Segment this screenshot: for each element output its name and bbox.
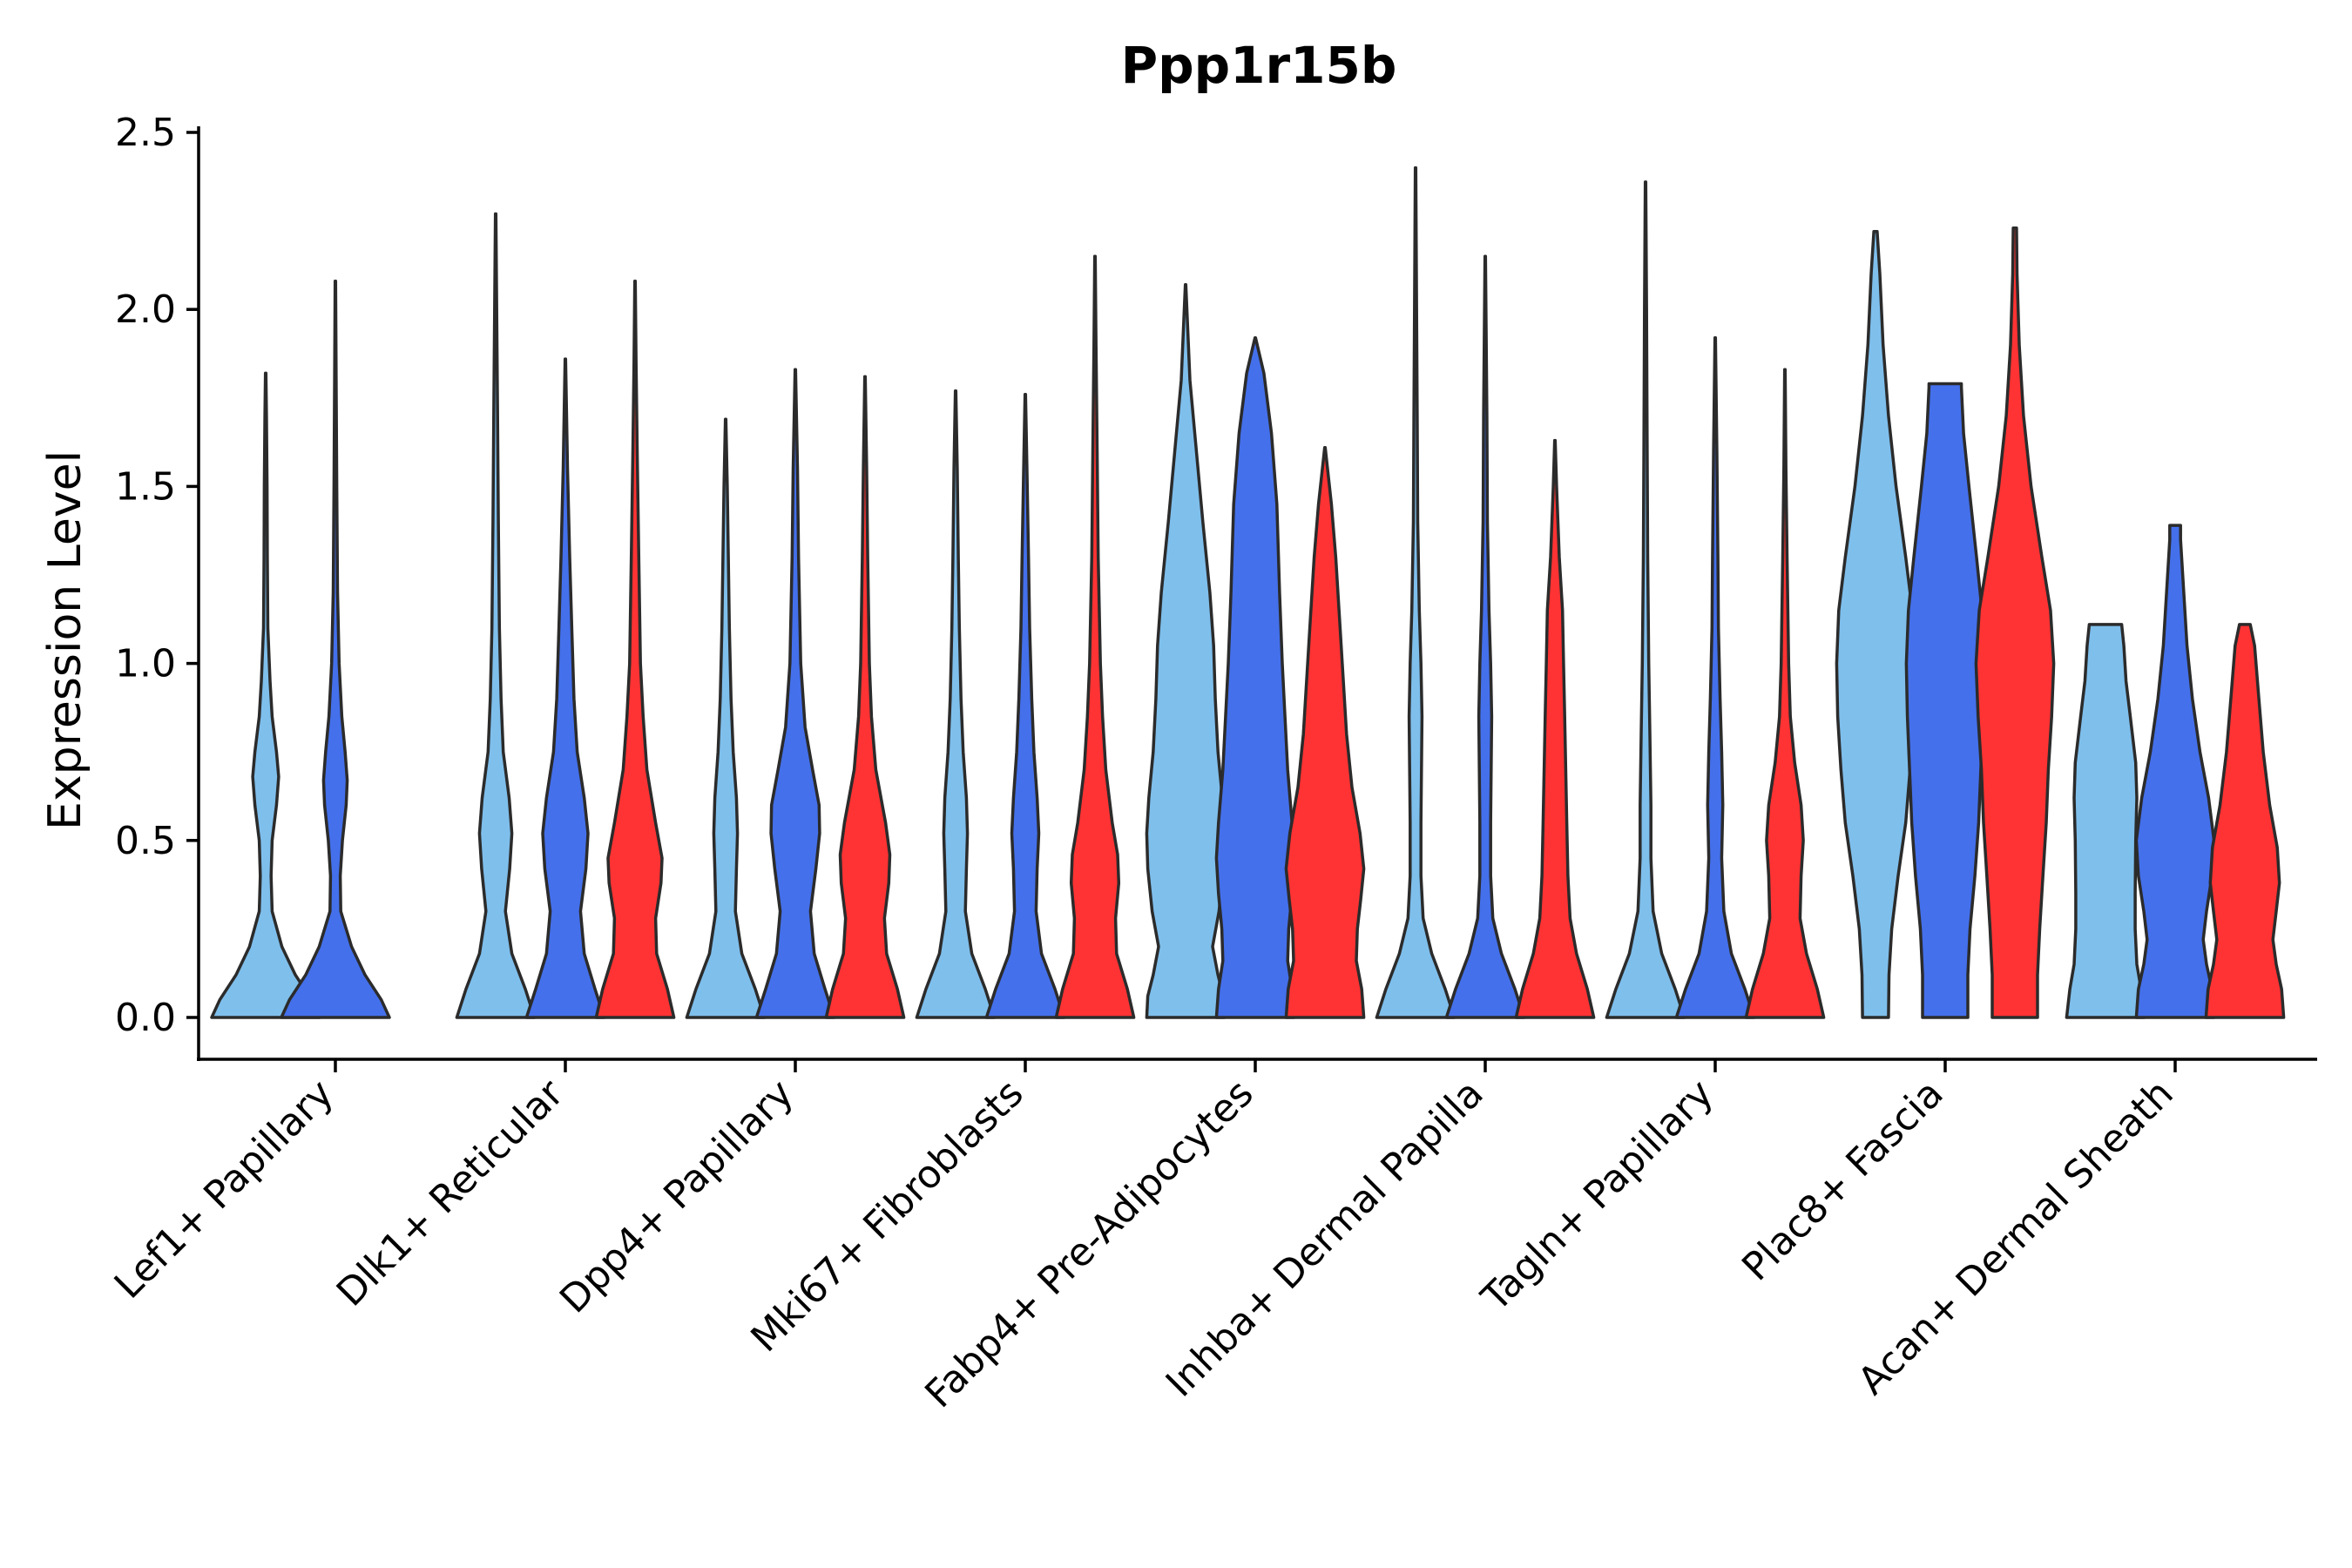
violin-inhba-dermal-papilla-series-0: [1375, 166, 1456, 1019]
x-tick-label: Plac8+ Fascia: [1734, 1071, 1952, 1290]
violin-fabp4-pre-adipocytes-series-0: [1145, 283, 1227, 1019]
y-axis-label: Expression Level: [39, 450, 91, 830]
y-tick-label: 0.5: [115, 819, 176, 863]
x-tick-label: Dpp4+ Papillary: [551, 1071, 802, 1322]
y-tick-label: 2.0: [115, 287, 176, 332]
violin-dlk1-reticular-series-0: [455, 212, 537, 1019]
violin-mki67-fibroblasts-series-2: [1054, 254, 1136, 1019]
violin-dpp4-papillary-series-2: [824, 375, 906, 1019]
violin-inhba-dermal-papilla-series-1: [1444, 254, 1526, 1019]
y-tick-label: 0.0: [115, 996, 176, 1040]
violin-tagln-papillary-series-1: [1674, 335, 1756, 1019]
violin-dlk1-reticular-series-2: [594, 279, 676, 1019]
violin-mki67-fibroblasts-series-1: [984, 392, 1066, 1019]
violin-fabp4-pre-adipocytes-series-2: [1284, 445, 1366, 1019]
violin-fabp4-pre-adipocytes-series-1: [1214, 335, 1296, 1019]
x-tick-label: Tagln+ Papillary: [1473, 1071, 1722, 1321]
violin-plac8-fascia-series-0: [1835, 230, 1916, 1019]
violin-mki67-fibroblasts-series-0: [915, 389, 997, 1019]
violin-dpp4-papillary-series-1: [754, 368, 836, 1019]
violin-tagln-papillary-series-0: [1605, 180, 1686, 1019]
violin-acan-dermal-sheath-series-2: [2204, 623, 2286, 1019]
violin-plac8-fascia-series-2: [1974, 226, 2056, 1019]
x-tick-label: Dlk1+ Reticular: [328, 1071, 573, 1315]
violin-lef1-papillary-series-0: [210, 371, 321, 1019]
violin-inhba-dermal-papilla-series-2: [1514, 438, 1596, 1019]
violin-dlk1-reticular-series-1: [524, 357, 606, 1019]
x-tick-label: Lef1+ Papillary: [106, 1071, 342, 1308]
y-tick-label: 2.5: [115, 111, 176, 155]
violin-dpp4-papillary-series-0: [685, 417, 767, 1019]
y-tick-label: 1.5: [115, 464, 176, 509]
y-tick-label: 1.0: [115, 642, 176, 686]
plot-area: [210, 166, 2286, 1019]
chart-title: Ppp1r15b: [1121, 36, 1397, 95]
y-axis-ticks: 0.0 0.5 1.0 1.5 2.0 2.5: [115, 111, 199, 1040]
violin-lef1-papillary-series-1: [280, 279, 391, 1019]
violin-acan-dermal-sheath-series-0: [2065, 623, 2146, 1019]
violin-plac8-fascia-series-1: [1904, 382, 1986, 1019]
violin-acan-dermal-sheath-series-1: [2134, 524, 2216, 1019]
violin-tagln-papillary-series-2: [1744, 368, 1826, 1019]
